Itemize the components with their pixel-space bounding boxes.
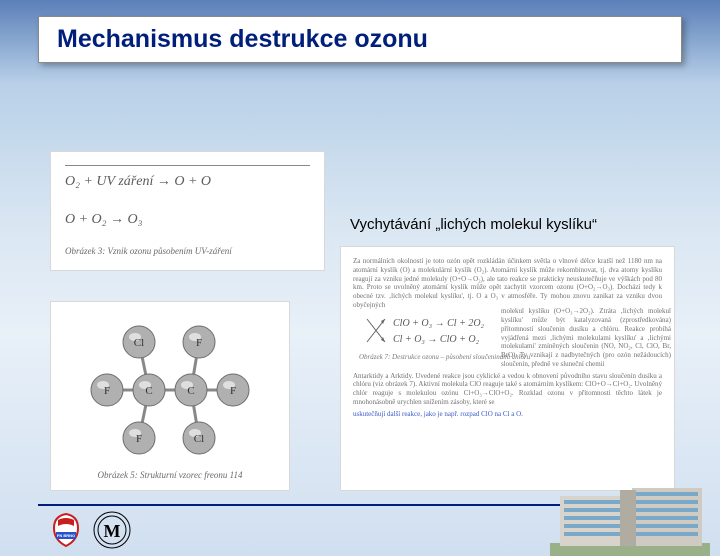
paragraph-highlight: uskutečňují další reakce, jako je např. … bbox=[353, 410, 662, 419]
equation-caption: Obrázek 3: Vznik ozonu působením UV-záře… bbox=[65, 246, 310, 256]
cross-arrows-icon bbox=[365, 316, 387, 346]
svg-text:F: F bbox=[230, 385, 236, 397]
molecule-diagram: Cl F F C C F F Cl bbox=[79, 314, 261, 466]
svg-text:F: F bbox=[136, 433, 142, 445]
paragraph: molekul kyslíku (O+O₃→2O₂). Ztráta ‚lich… bbox=[501, 307, 671, 368]
title-bar: Mechanismus destrukce ozonu bbox=[38, 16, 682, 63]
svg-text:FN BRNO: FN BRNO bbox=[57, 533, 75, 538]
sub-label: Vychytávání „lichých molekul kyslíku“ bbox=[350, 216, 597, 233]
description-panel: Za normálních okolností je toto ozón opě… bbox=[340, 246, 675, 491]
building-image bbox=[550, 478, 710, 556]
svg-text:F: F bbox=[104, 385, 110, 397]
molecule-caption: Obrázek 5: Strukturní vzorec freonu 114 bbox=[51, 470, 289, 480]
fn-brno-logo: FN BRNO bbox=[46, 510, 86, 550]
page-title: Mechanismus destrukce ozonu bbox=[57, 25, 663, 54]
mu-logo: M bbox=[92, 510, 132, 550]
equation-2: O + O₂ → O₃ bbox=[65, 212, 310, 228]
svg-text:Cl: Cl bbox=[134, 337, 144, 349]
equation-1: O₂ + UV záření → O + O bbox=[65, 174, 310, 190]
svg-text:M: M bbox=[104, 521, 121, 541]
divider bbox=[65, 165, 310, 166]
svg-text:C: C bbox=[187, 385, 194, 397]
paragraph: Antarktidy a Arktidy. Uvedené reakce jso… bbox=[353, 372, 662, 407]
svg-text:Cl: Cl bbox=[194, 433, 204, 445]
footer: FN BRNO M bbox=[0, 496, 720, 556]
equation-panel: O₂ + UV záření → O + O O + O₂ → O₃ Obráz… bbox=[50, 151, 325, 271]
paragraph: Za normálních okolností je toto ozón opě… bbox=[353, 257, 662, 310]
svg-text:C: C bbox=[145, 385, 152, 397]
svg-text:F: F bbox=[196, 337, 202, 349]
molecule-panel: Cl F F C C F F Cl Obrázek 5: Strukturní vzorec … bbox=[50, 301, 290, 491]
